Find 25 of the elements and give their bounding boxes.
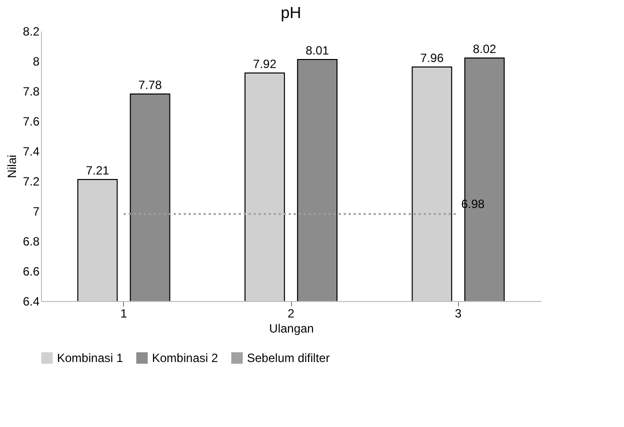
y-tick-label: 6.8 <box>22 234 40 248</box>
y-axis-title: Nilai <box>4 154 19 178</box>
data-label: 7.78 <box>138 78 162 92</box>
x-tick-label: 3 <box>454 306 462 320</box>
y-tick-label: 8 <box>32 54 40 68</box>
data-label: 8.01 <box>306 44 330 58</box>
chart-title: pH <box>280 5 302 22</box>
y-tick-label: 6.4 <box>22 294 40 308</box>
y-tick-label: 7.4 <box>22 144 40 158</box>
x-tick-label: 2 <box>288 306 295 320</box>
y-tick-label: 8.2 <box>22 24 40 38</box>
y-tick-label: 6.6 <box>22 264 40 278</box>
y-tick-label: 7 <box>32 204 40 218</box>
legend-label: Kombinasi 1 <box>57 351 124 365</box>
x-axis-title: Ulangan <box>269 322 314 336</box>
y-tick-label: 7.6 <box>22 114 40 128</box>
legend-label: Sebelum difilter <box>247 351 330 365</box>
data-label: 7.96 <box>420 51 444 65</box>
legend-label: Kombinasi 2 <box>152 351 218 365</box>
data-label: 7.21 <box>86 164 110 178</box>
y-tick-label: 7.8 <box>22 84 40 98</box>
x-tick-label: 1 <box>120 306 128 320</box>
data-label: 8.02 <box>472 42 497 56</box>
data-label: 7.92 <box>253 57 277 71</box>
y-tick-label: 7.2 <box>22 174 40 188</box>
